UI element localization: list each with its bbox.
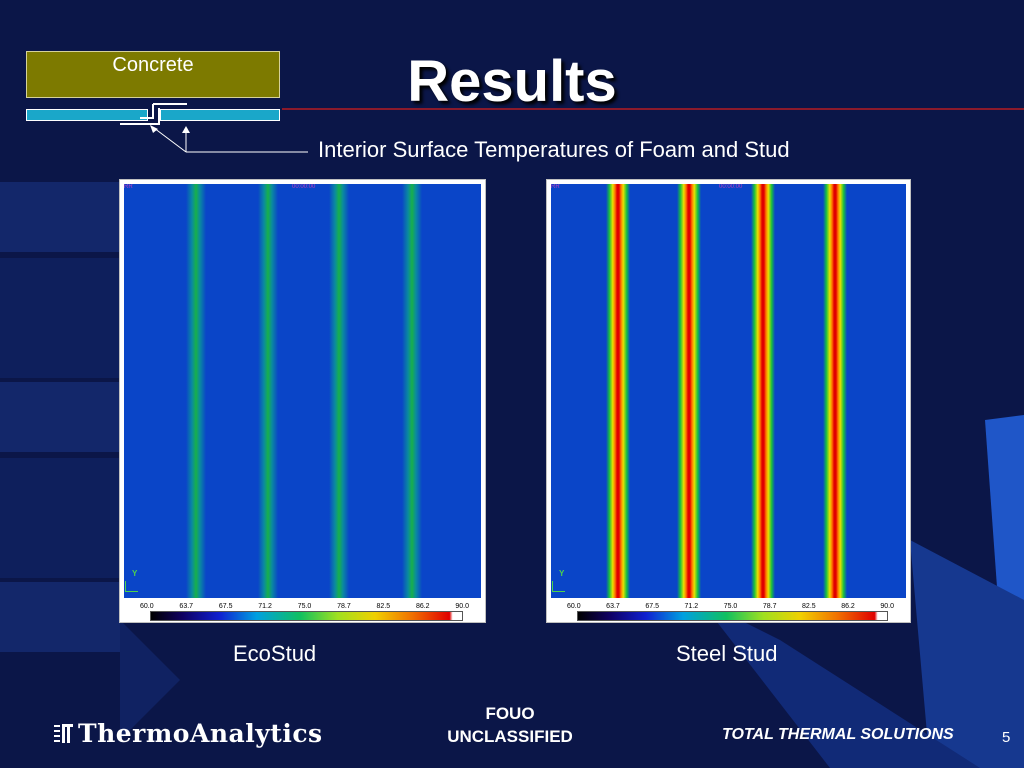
slide-subtitle: Interior Surface Temperatures of Foam an… [318, 137, 790, 162]
colorbar-tick-label: 86.2 [841, 603, 855, 610]
colorbar-tick-labels: 60.0 63.7 67.5 71.2 75.0 78.7 82.5 86.2 90.0 [567, 603, 894, 612]
foam-panel-right [160, 109, 280, 121]
logo-mark-icon [54, 724, 73, 743]
thermal-plot-ecostud: RR 00:00:00 Y 60.0 63.7 67.5 71.2 75.0 78.7 82… [119, 179, 486, 623]
colorbar [577, 611, 888, 621]
stud-stripe [258, 184, 278, 598]
colorbar-tick-label: 82.5 [376, 603, 391, 610]
stud-stripe [606, 184, 630, 598]
colorbar-tick-label: 71.2 [684, 603, 699, 610]
colorbar [150, 611, 463, 621]
colorbar-tick-label: 90.0 [880, 603, 894, 610]
colorbar-tick-label: 75.0 [297, 603, 312, 610]
stud-stripe [402, 184, 422, 598]
colorbar-tick-label: 63.7 [179, 603, 194, 610]
stud-stripe [329, 184, 349, 598]
plot-corner-tag: RR [124, 184, 133, 190]
stud-stripe [677, 184, 701, 598]
colorbar-tick-label: 63.7 [606, 603, 620, 610]
axis-indicator [552, 581, 565, 592]
plot-corner-tag: RR [551, 184, 560, 190]
colorbar-tick-label: 71.2 [258, 603, 272, 610]
colorbar-tick-label: 86.2 [415, 603, 430, 610]
colorbar-tick-label: 78.7 [337, 603, 351, 610]
axis-y-label: Y [132, 569, 138, 578]
classification-marking: FOUO UNCLASSIFIED [420, 702, 600, 748]
foam-panel-left [26, 109, 148, 121]
thermal-plot-steel-stud: RR 00:00:00 Y 60.0 63.7 67.5 71.2 75.0 78.7 82… [546, 179, 911, 623]
classification-line-2: UNCLASSIFIED [447, 727, 573, 746]
concrete-layer: Concrete [26, 51, 280, 98]
thermoanalytics-logo: ThermoAnalytics [54, 718, 323, 748]
colorbar-tick-label: 75.0 [723, 603, 738, 610]
stud-stripe [186, 184, 206, 598]
colorbar-tick-labels: 60.0 63.7 67.5 71.2 75.0 78.7 82.5 86.2 90.0 [140, 603, 469, 612]
axis-y-label: Y [559, 569, 565, 578]
tagline: TOTAL THERMAL SOLUTIONS [722, 726, 954, 743]
stud-stripe [751, 184, 775, 598]
stud-stripe [823, 184, 847, 598]
plot-time-tag: 00:00:00 [292, 184, 316, 190]
colorbar-tick-label: 67.5 [218, 603, 233, 610]
caption-ecostud: EcoStud [233, 641, 317, 666]
colorbar-tick-label: 67.5 [645, 603, 659, 610]
concrete-label: Concrete [112, 54, 194, 76]
colorbar-tick-label: 60.0 [140, 603, 154, 610]
classification-line-1: FOUO [485, 704, 535, 723]
thermal-image: RR 00:00:00 Y [551, 184, 906, 598]
colorbar-tick-label: 90.0 [455, 603, 469, 610]
axis-indicator [125, 581, 138, 592]
colorbar-tick-label: 78.7 [762, 603, 777, 610]
slide-title: Results [407, 49, 617, 114]
colorbar-tick-label: 82.5 [802, 603, 816, 610]
thermal-image: RR 00:00:00 Y [124, 184, 481, 598]
stud-profile-diagram [120, 103, 308, 153]
plot-time-tag: 00:00:00 [719, 184, 743, 190]
caption-steel-stud: Steel Stud [676, 641, 778, 666]
title-divider [282, 108, 1024, 110]
logo-text: ThermoAnalytics [78, 718, 323, 748]
page-number: 5 [1002, 729, 1011, 746]
colorbar-tick-label: 60.0 [567, 603, 581, 610]
